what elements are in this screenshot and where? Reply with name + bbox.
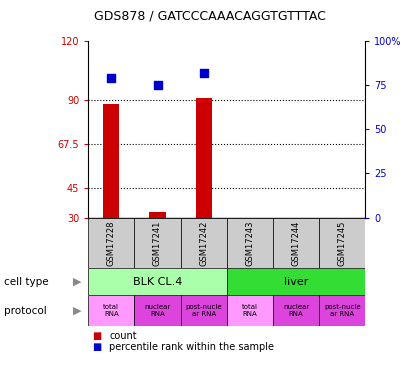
Text: ■: ■ (92, 331, 102, 340)
Point (154, 82, 161, 88)
Text: post-nucle
ar RNA: post-nucle ar RNA (185, 304, 222, 317)
Text: cell type: cell type (4, 277, 49, 286)
Bar (196, 98, 212, 218)
Bar (319, 295, 365, 326)
Bar (181, 217, 227, 268)
Text: percentile rank within the sample: percentile rank within the sample (109, 342, 274, 352)
Text: GSM17241: GSM17241 (153, 220, 162, 266)
Bar (273, 217, 319, 268)
Text: total
RNA: total RNA (242, 304, 258, 317)
Text: GSM17242: GSM17242 (199, 220, 208, 266)
Bar (273, 295, 319, 326)
Text: ▶: ▶ (74, 277, 82, 286)
Text: nuclear
RNA: nuclear RNA (144, 304, 171, 317)
Bar (227, 268, 365, 295)
Bar (88, 295, 134, 326)
Text: post-nucle
ar RNA: post-nucle ar RNA (324, 304, 361, 317)
Bar (227, 217, 273, 268)
Text: GSM17244: GSM17244 (291, 220, 301, 266)
Bar (150, 211, 165, 217)
Bar (181, 295, 227, 326)
Bar (134, 217, 181, 268)
Text: protocol: protocol (4, 306, 47, 316)
Bar (103, 104, 119, 218)
Bar (88, 217, 134, 268)
Bar (227, 295, 273, 326)
Text: count: count (109, 331, 137, 340)
Bar (134, 295, 181, 326)
Point (200, 70, 207, 76)
Bar (319, 217, 365, 268)
Point (108, 75, 115, 81)
Text: GSM17243: GSM17243 (245, 220, 255, 266)
Text: ▶: ▶ (74, 306, 82, 316)
Text: total
RNA: total RNA (103, 304, 119, 317)
Text: GSM17245: GSM17245 (338, 220, 347, 266)
Bar (88, 268, 227, 295)
Text: BLK CL.4: BLK CL.4 (133, 277, 182, 286)
Text: nuclear
RNA: nuclear RNA (283, 304, 309, 317)
Text: GDS878 / GATCCCAAACAGGTGTTTAC: GDS878 / GATCCCAAACAGGTGTTTAC (94, 9, 326, 22)
Text: liver: liver (284, 277, 308, 286)
Text: ■: ■ (92, 342, 102, 352)
Text: GSM17228: GSM17228 (107, 220, 116, 266)
